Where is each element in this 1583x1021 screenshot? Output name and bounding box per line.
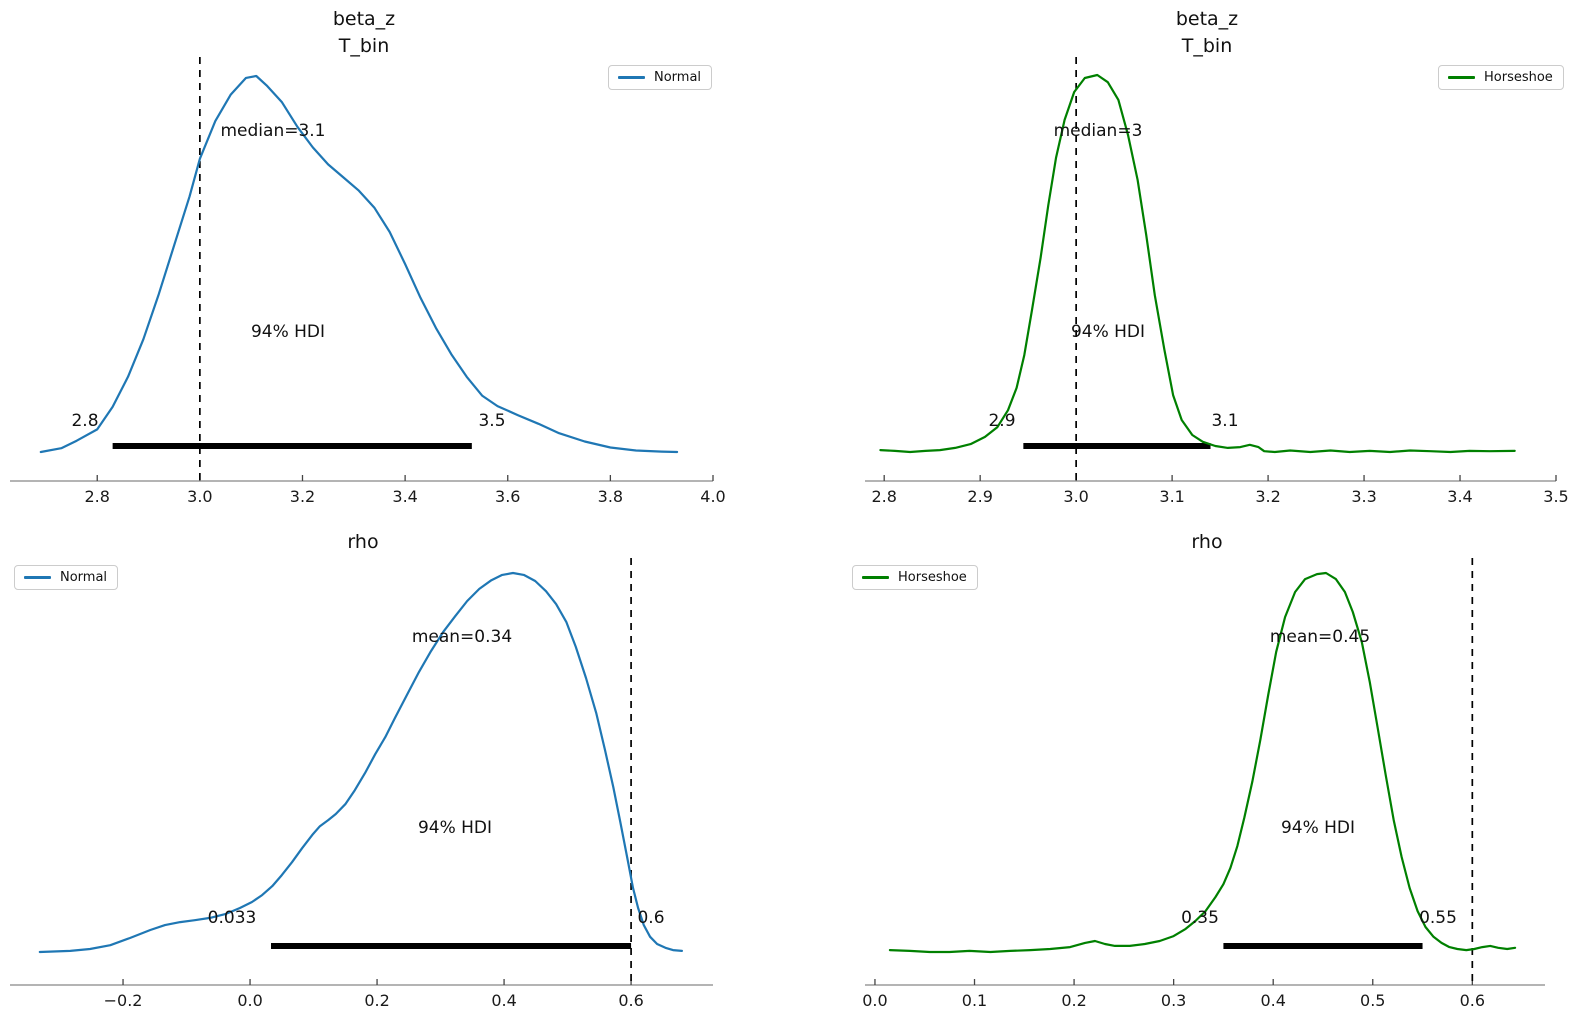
x-tick-label: 0.4 xyxy=(1260,991,1286,1010)
panel-title-line: rho xyxy=(1191,531,1223,553)
x-tick-label: 2.9 xyxy=(967,487,993,506)
hdi-text: 94% HDI xyxy=(417,818,493,838)
legend-line-sample xyxy=(618,76,645,79)
panel-title-line: rho xyxy=(347,531,379,553)
legend-label: Normal xyxy=(654,70,702,85)
legend-box[interactable]: Horseshoe xyxy=(852,565,978,590)
hdi-upper-label: 0.55 xyxy=(1419,908,1457,928)
kde-curve xyxy=(39,74,679,454)
x-tick-label: 3.4 xyxy=(392,487,418,506)
point-estimate-label: median=3.1 xyxy=(220,121,326,141)
point-estimate-label: median=3 xyxy=(1053,121,1143,141)
x-tick-label: 3.6 xyxy=(495,487,521,506)
x-tick-label: 0.2 xyxy=(1061,991,1087,1010)
x-tick-label: 4.0 xyxy=(700,487,726,506)
legend-label: Horseshoe xyxy=(898,570,967,585)
hdi-bar xyxy=(1223,943,1423,949)
hdi-text: 94% HDI xyxy=(250,322,326,342)
hdi-bar xyxy=(271,943,632,949)
legend-box[interactable]: Horseshoe xyxy=(1438,65,1564,90)
hdi-upper-label: 3.1 xyxy=(1211,411,1239,431)
x-tick-label: 3.0 xyxy=(187,487,213,506)
x-tick-label: 0.0 xyxy=(237,991,263,1010)
legend-label: Horseshoe xyxy=(1484,70,1553,85)
hdi-bar xyxy=(112,443,472,449)
hdi-text: 94% HDI xyxy=(1070,322,1146,342)
panel-title-line: T_bin xyxy=(1181,35,1233,57)
hdi-lower-label: 0.033 xyxy=(207,908,257,928)
x-tick-label: 3.4 xyxy=(1447,487,1473,506)
x-tick-label: 2.8 xyxy=(84,487,110,506)
legend-box[interactable]: Normal xyxy=(14,565,119,590)
x-tick-label: 0.1 xyxy=(961,991,988,1010)
x-tick-label: 0.4 xyxy=(491,991,517,1010)
x-tick-label: 0.6 xyxy=(1459,991,1486,1010)
legend-line-sample xyxy=(862,576,889,579)
x-tick-label: 0.3 xyxy=(1160,991,1187,1010)
hdi-upper-label: 3.5 xyxy=(478,411,506,431)
x-tick-label: 0.5 xyxy=(1360,991,1386,1010)
legend-label: Normal xyxy=(60,570,108,585)
x-tick-label: 3.2 xyxy=(289,487,316,506)
x-tick-label: 3.5 xyxy=(1543,487,1569,506)
hdi-bar xyxy=(1023,443,1211,449)
x-tick-label: 3.1 xyxy=(1159,487,1185,506)
hdi-lower-label: 0.35 xyxy=(1181,908,1219,928)
hdi-lower-label: 2.9 xyxy=(988,411,1016,431)
x-tick-label: 0.2 xyxy=(364,991,390,1010)
panel-title-line: T_bin xyxy=(338,35,390,57)
x-tick-label: 3.2 xyxy=(1255,487,1281,506)
hdi-text: 94% HDI xyxy=(1280,818,1356,838)
x-tick-label: 3.3 xyxy=(1351,487,1377,506)
kde-curve xyxy=(879,73,1516,454)
x-tick-label: 0.0 xyxy=(862,991,888,1010)
panel-title-line: beta_z xyxy=(1175,8,1239,30)
kde-curve xyxy=(888,571,1517,954)
x-tick-label: 2.8 xyxy=(871,487,897,506)
hdi-lower-label: 2.8 xyxy=(71,411,99,431)
x-tick-label: 3.0 xyxy=(1063,487,1089,506)
point-estimate-label: mean=0.45 xyxy=(1269,627,1371,647)
legend-line-sample xyxy=(24,576,51,579)
point-estimate-label: mean=0.34 xyxy=(411,627,513,647)
x-tick-label: −0.2 xyxy=(103,991,143,1010)
x-tick-label: 0.6 xyxy=(618,991,644,1010)
legend-line-sample xyxy=(1448,76,1475,79)
legend-box[interactable]: Normal xyxy=(608,65,713,90)
hdi-upper-label: 0.6 xyxy=(637,908,665,928)
kde-curve xyxy=(38,571,684,954)
panel-title-line: beta_z xyxy=(332,8,396,30)
x-tick-label: 3.8 xyxy=(597,487,624,506)
